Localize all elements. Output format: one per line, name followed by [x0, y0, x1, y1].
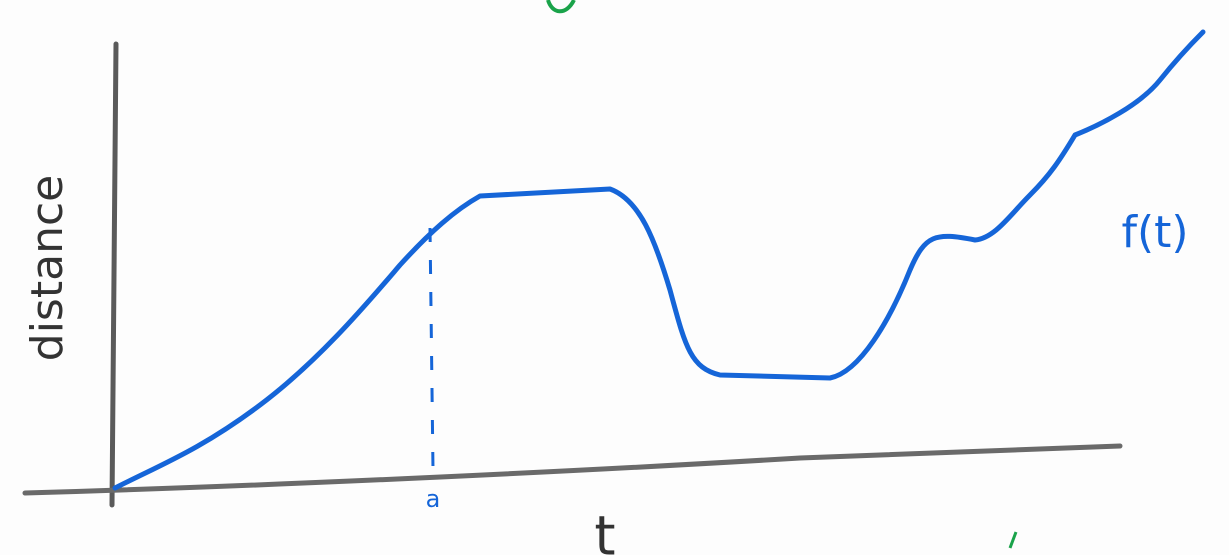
sketch: distance t a f(t) — [0, 0, 1229, 555]
paper — [0, 0, 1229, 555]
y-axis-label: distance — [22, 175, 73, 361]
curve-label: f(t) — [1121, 207, 1188, 258]
x-axis-label: t — [594, 505, 615, 555]
marker-label: a — [426, 485, 441, 513]
page: distance t a f(t) (() => { const data = … — [0, 0, 1229, 555]
